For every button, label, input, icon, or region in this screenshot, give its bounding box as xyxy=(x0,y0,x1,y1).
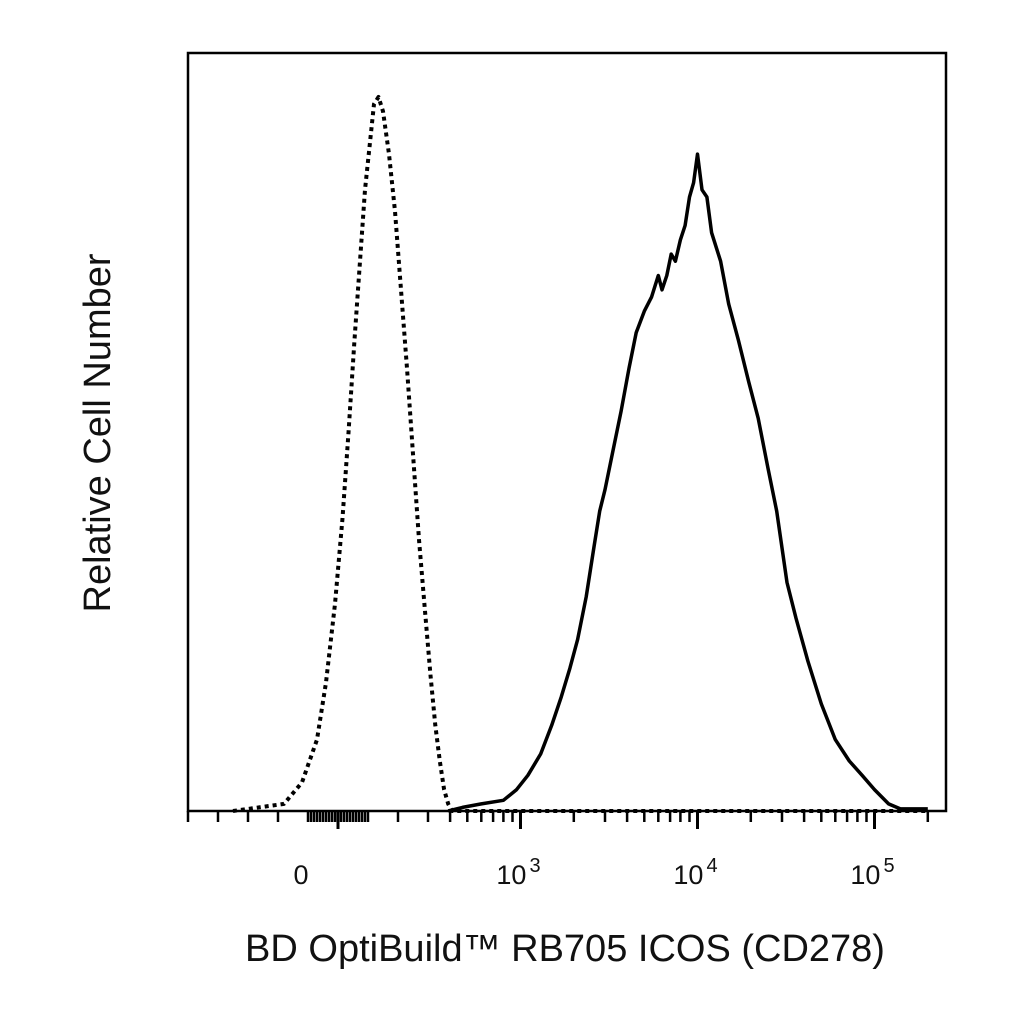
x-axis-tick-labels: 0 10 3 10 4 10 5 xyxy=(293,855,894,890)
x-tick-label: 0 xyxy=(293,860,308,890)
x-tick-label: 10 5 xyxy=(850,855,894,890)
x-tick-label: 10 4 xyxy=(673,855,717,890)
plot-area xyxy=(232,95,928,813)
stained-sample-histogram xyxy=(447,152,928,813)
plot-frame xyxy=(186,51,948,813)
x-tick-label: 10 3 xyxy=(496,855,540,890)
x-axis-ticks xyxy=(186,811,930,829)
x-axis-title: BD OptiBuild™ RB705 ICOS (CD278) xyxy=(245,928,885,970)
y-axis-title: Relative Cell Number xyxy=(77,253,119,612)
isotype-control-histogram xyxy=(232,95,928,813)
